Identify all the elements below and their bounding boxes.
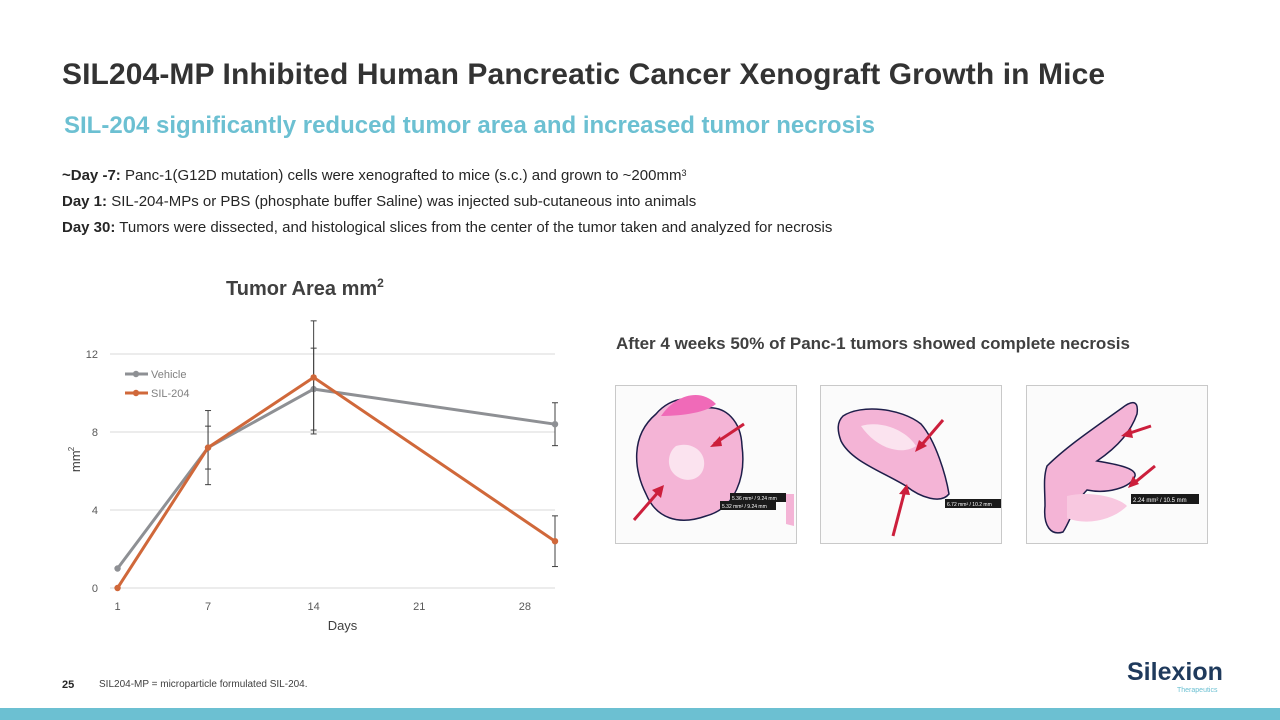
- protocol-item-day-30: Day 30: Tumors were dissected, and histo…: [62, 215, 832, 241]
- x-tick-label: 14: [308, 601, 320, 613]
- bottom-accent-bar: [0, 708, 1280, 720]
- arrowhead-icon: [915, 440, 927, 452]
- arrowhead-icon: [1121, 428, 1133, 438]
- y-axis-label-sup: 2: [67, 446, 76, 451]
- scale-label-box: [1131, 494, 1199, 504]
- protocol-list: ~Day -7: Panc-1(G12D mutation) cells wer…: [62, 163, 832, 241]
- data-point: [204, 444, 212, 451]
- page-number: 25: [62, 679, 75, 691]
- y-tick-label: 8: [92, 427, 98, 439]
- scale-label: 5.36 mm² / 9.24 mm: [732, 496, 777, 502]
- necrotic-region: [668, 444, 705, 480]
- legend-marker: [132, 370, 140, 378]
- scale-label: 5.32 mm² / 9.24 mm: [722, 504, 767, 510]
- tumor-area-chart: 0 4 8 12 1 7 14 21 28 Days mm2 Vehicle SIL-204: [67, 320, 559, 633]
- arrowhead-icon: [1128, 476, 1139, 488]
- protocol-text: SIL-204-MPs or PBS (phosphate buffer Sal…: [107, 193, 697, 210]
- protocol-item-day-1: Day 1: SIL-204-MPs or PBS (phosphate buf…: [62, 189, 832, 215]
- data-point: [551, 421, 559, 428]
- y-tick-label: 4: [92, 505, 98, 517]
- scale-label-box: [720, 501, 776, 510]
- tissue-fragment: [786, 494, 794, 526]
- arrowhead-icon: [652, 485, 664, 498]
- logo-tagline: Therapeutics: [1177, 687, 1218, 694]
- slide-title: SIL204-MP Inhibited Human Pancreatic Can…: [62, 58, 1106, 91]
- protocol-item-day-minus-7: ~Day -7: Panc-1(G12D mutation) cells wer…: [62, 163, 832, 189]
- scale-label-box: [945, 499, 1001, 508]
- tissue-fragment: [1067, 494, 1127, 522]
- tissue-hotspot: [661, 394, 716, 416]
- data-point: [114, 584, 121, 592]
- histology-image-2: 6.72 mm² / 10.2 mm: [820, 385, 1002, 544]
- protocol-sup: 3: [681, 168, 687, 178]
- necrosis-caption: After 4 weeks 50% of Panc-1 tumors showe…: [616, 334, 1130, 353]
- tumor-section-shape: [837, 408, 950, 500]
- protocol-label: Day 1:: [62, 193, 108, 210]
- necrotic-region: [861, 424, 916, 451]
- scale-label-box: [730, 493, 786, 502]
- protocol-text: Tumors were dissected, and histological …: [115, 219, 833, 236]
- y-axis-label-text: mm: [68, 450, 83, 472]
- legend-marker: [132, 389, 140, 397]
- series-line-sil-204: [116, 375, 556, 589]
- x-axis-label: Days: [328, 618, 358, 633]
- y-tick-label: 0: [92, 583, 98, 595]
- scale-label: 6.72 mm² / 10.2 mm: [947, 502, 992, 508]
- protocol-label: ~Day -7:: [62, 167, 121, 184]
- y-axis-label: mm2: [67, 446, 83, 472]
- protocol-label: Day 30:: [62, 219, 116, 236]
- chart-title: Tumor Area mm2: [226, 276, 384, 301]
- arrow-icon: [891, 489, 907, 537]
- slide-subtitle: SIL-204 significantly reduced tumor area…: [64, 112, 875, 139]
- legend-label: SIL-204: [151, 388, 190, 400]
- logo-text: Silexion: [1127, 658, 1223, 686]
- x-tick-label: 21: [413, 601, 425, 613]
- histology-image-1: 5.36 mm² / 9.24 mm 5.32 mm² / 9.24 mm: [615, 385, 797, 544]
- legend-label: Vehicle: [151, 369, 186, 381]
- protocol-text: Panc-1(G12D mutation) cells were xenogra…: [120, 167, 682, 184]
- arrowhead-icon: [899, 484, 910, 495]
- y-tick-label: 12: [86, 349, 98, 361]
- arrowhead-icon: [710, 436, 722, 447]
- data-point: [551, 538, 559, 545]
- silexion-logo: Silexion Therapeutics: [1127, 654, 1227, 696]
- x-tick-label: 7: [205, 601, 211, 613]
- footnote: SIL204-MP = microparticle formulated SIL…: [99, 679, 308, 690]
- x-tick-label: 1: [114, 601, 120, 613]
- x-tick-label: 28: [519, 601, 531, 613]
- chart-title-text: Tumor Area mm: [226, 278, 378, 300]
- arrow-icon: [632, 489, 662, 521]
- data-point: [310, 374, 317, 381]
- chart-title-sup: 2: [377, 276, 384, 290]
- series-line-vehicle: [116, 387, 556, 570]
- data-point: [114, 565, 121, 572]
- scale-label: 2.24 mm² / 10.5 mm: [1133, 498, 1187, 504]
- histology-image-3: 2.24 mm² / 10.5 mm: [1026, 385, 1208, 544]
